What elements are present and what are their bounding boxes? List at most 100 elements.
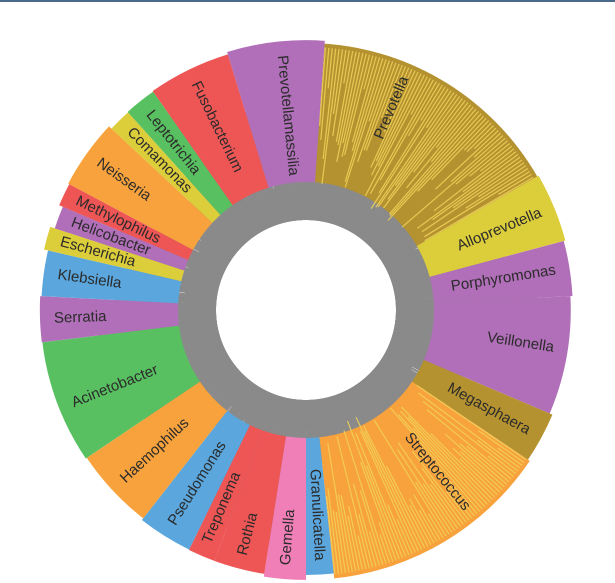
genus-sector-granulicatella — [306, 437, 334, 575]
sample-bar-highlight — [378, 86, 446, 194]
genus-sector-neisseria — [68, 126, 213, 250]
sample-bar-highlight — [370, 70, 416, 168]
sample-bar-highlight — [368, 60, 390, 122]
genus-label-serratia: Serratia — [54, 308, 108, 327]
sample-bar-highlight — [325, 495, 336, 575]
sample-bar-highlight — [332, 510, 343, 574]
sample-bar-highlight — [417, 117, 487, 192]
sample-bar-highlight — [462, 151, 517, 193]
sample-bar-highlight — [463, 122, 492, 151]
sample-bar-highlight — [469, 143, 511, 177]
sample-bar-highlight — [320, 47, 330, 140]
sample-bar-highlight — [363, 62, 397, 151]
genus-sector-haemophilus — [86, 381, 228, 519]
sample-bar-highlight — [351, 56, 377, 143]
sample-bar-highlight — [408, 82, 440, 137]
top-border-line — [0, 0, 615, 2]
sample-bar-highlight — [384, 66, 407, 117]
sample-bar-highlight — [369, 79, 434, 195]
sample-bar-highlight — [364, 76, 428, 197]
sample-bar-highlight — [410, 77, 431, 115]
sample-bar-highlight — [409, 504, 432, 546]
sample-bar-highlight — [342, 53, 364, 144]
sample-bar-highlight — [445, 480, 475, 517]
genus-sectors — [39, 40, 573, 580]
sample-bar-highlight — [421, 162, 525, 233]
sample-bar-highlight — [387, 504, 410, 556]
sample-bar-highlight — [388, 110, 479, 215]
sample-bar-highlight — [340, 495, 357, 572]
sample-bar-highlight — [398, 414, 483, 510]
sample-bar-highlight — [426, 408, 512, 480]
sample-bar-highlight — [347, 515, 360, 571]
sample-bar-highlight — [478, 430, 525, 463]
sample-bar-highlight — [319, 47, 326, 126]
sample-bar-highlight — [336, 436, 370, 569]
sample-bar-highlight — [365, 63, 400, 151]
sample-bar-highlight — [396, 448, 453, 533]
sample-bar-highlight — [480, 145, 513, 172]
sample-bar-highlight — [421, 447, 478, 515]
genus-sector-veillonella — [423, 296, 571, 414]
sample-bar-highlight — [327, 488, 340, 574]
sample-bar-highlight — [477, 165, 527, 198]
sample-bar-highlight — [498, 173, 532, 195]
sample-bar-highlight — [429, 483, 461, 527]
sample-bar-highlight — [424, 170, 530, 238]
sample-bar-highlight — [387, 115, 485, 221]
sample-bar-highlight — [351, 57, 381, 151]
sample-bar-highlight — [466, 445, 510, 483]
sample-bar-highlight — [406, 106, 474, 189]
sample-bar-highlight — [409, 498, 435, 544]
sample-bar-highlight — [336, 52, 361, 162]
sample-bar-highlight — [407, 416, 491, 503]
sample-bar-highlight — [424, 176, 534, 242]
sample-bar-highlight — [377, 74, 425, 167]
sample-bar-highlight — [465, 168, 529, 209]
genus-sector-pseudomonas — [141, 410, 250, 550]
sample-bar-highlight — [397, 442, 459, 529]
sample-bar-highlight — [371, 73, 422, 176]
sample-bar-highlight — [459, 458, 498, 496]
sample-bar-highlight — [359, 490, 384, 565]
sample-bar-highlight — [416, 384, 527, 461]
sample-bar-highlight — [435, 104, 472, 149]
sample-bar-highlight — [375, 92, 455, 208]
sample-bar-highlight — [358, 514, 374, 568]
sample-bar-highlight — [363, 425, 426, 549]
sample-bar-highlight — [476, 439, 519, 472]
sample-bar-highlight — [355, 433, 407, 557]
sample-bar-highlight — [430, 432, 496, 498]
sample-bar-highlight — [341, 53, 367, 157]
sample-bar-highlight — [373, 419, 447, 537]
sample-bar-highlight — [344, 58, 384, 182]
sample-bar-highlight — [375, 71, 419, 162]
sample-bar-highlight — [338, 494, 353, 572]
sample-bar-highlight — [335, 512, 347, 574]
sample-bar-highlight — [390, 407, 481, 512]
sample-bar-highlight — [332, 49, 344, 114]
sample-bar-highlight — [396, 518, 413, 555]
sample-bar-highlight — [355, 416, 420, 552]
sample-bar-highlight — [401, 406, 493, 501]
genus-sector-klebsiella — [41, 250, 182, 304]
sample-bar-highlight — [435, 130, 499, 190]
sample-bar-highlight — [400, 410, 488, 505]
sample-bar-highlight — [452, 447, 501, 493]
sample-bar-highlight — [348, 505, 364, 570]
sample-bar-highlight — [359, 430, 416, 553]
sample-bar-highlight — [415, 481, 450, 535]
sample-bar-highlight — [488, 455, 514, 477]
genus-label-gemella: Gemella — [277, 508, 298, 566]
sample-bar-highlight — [412, 427, 486, 508]
sample-bar-highlight — [370, 88, 449, 209]
sample-bar-highlight — [360, 461, 397, 561]
sample-bar-highlight — [417, 392, 521, 469]
genus-sector-serratia — [39, 296, 179, 343]
genus-sector-alloprevotella — [416, 175, 566, 277]
sample-bar-highlight — [417, 449, 473, 519]
sample-bar-highlight — [452, 159, 523, 209]
genus-sector-acinetobacter — [42, 325, 200, 459]
sample-bar-highlight — [432, 156, 521, 221]
